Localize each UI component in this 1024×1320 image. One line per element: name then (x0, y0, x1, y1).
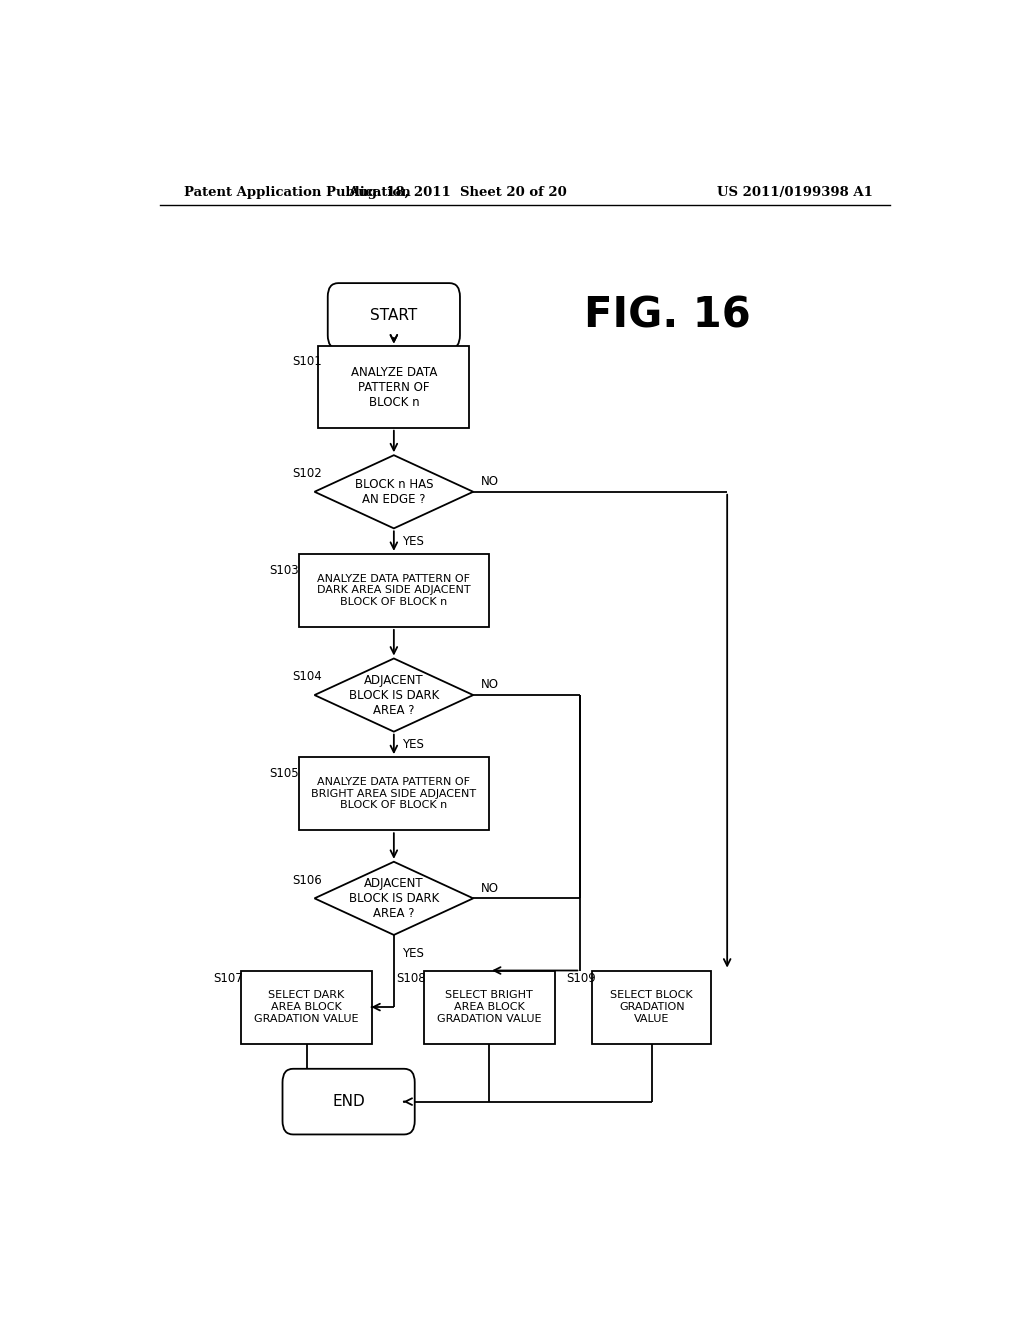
Text: S101: S101 (293, 355, 323, 368)
Bar (592, 970, 712, 1044)
Bar (318, 346, 469, 428)
Bar (299, 758, 489, 830)
Text: ADJACENT
BLOCK IS DARK
AREA ?: ADJACENT BLOCK IS DARK AREA ? (349, 876, 439, 920)
Text: YES: YES (401, 738, 424, 751)
Text: YES: YES (401, 535, 424, 548)
Text: SELECT BLOCK
GRADATION
VALUE: SELECT BLOCK GRADATION VALUE (610, 990, 693, 1024)
Text: S103: S103 (269, 564, 299, 577)
Text: S104: S104 (293, 671, 323, 684)
Text: END: END (332, 1094, 365, 1109)
Text: YES: YES (401, 946, 424, 960)
Text: FIG. 16: FIG. 16 (585, 294, 751, 337)
Text: BLOCK n HAS
AN EDGE ?: BLOCK n HAS AN EDGE ? (354, 478, 433, 506)
Text: S102: S102 (293, 467, 323, 480)
Text: S106: S106 (293, 874, 323, 887)
Text: ANALYZE DATA
PATTERN OF
BLOCK n: ANALYZE DATA PATTERN OF BLOCK n (350, 366, 437, 409)
Text: SELECT BRIGHT
AREA BLOCK
GRADATION VALUE: SELECT BRIGHT AREA BLOCK GRADATION VALUE (437, 990, 542, 1024)
Text: NO: NO (481, 475, 499, 488)
Text: S109: S109 (566, 972, 596, 985)
Text: Aug. 18, 2011  Sheet 20 of 20: Aug. 18, 2011 Sheet 20 of 20 (348, 186, 566, 199)
Text: NO: NO (481, 678, 499, 692)
Text: ADJACENT
BLOCK IS DARK
AREA ?: ADJACENT BLOCK IS DARK AREA ? (349, 673, 439, 717)
FancyBboxPatch shape (328, 282, 460, 348)
Text: ANALYZE DATA PATTERN OF
DARK AREA SIDE ADJACENT
BLOCK OF BLOCK n: ANALYZE DATA PATTERN OF DARK AREA SIDE A… (317, 574, 471, 607)
Text: S107: S107 (213, 972, 243, 985)
Text: NO: NO (481, 882, 499, 895)
Text: SELECT DARK
AREA BLOCK
GRADATION VALUE: SELECT DARK AREA BLOCK GRADATION VALUE (254, 990, 358, 1024)
Text: US 2011/0199398 A1: US 2011/0199398 A1 (717, 186, 872, 199)
Bar (241, 970, 372, 1044)
Text: S105: S105 (269, 767, 299, 780)
Polygon shape (314, 659, 473, 731)
Text: START: START (371, 309, 418, 323)
Polygon shape (314, 862, 473, 935)
Polygon shape (314, 455, 473, 528)
Bar (424, 970, 555, 1044)
FancyBboxPatch shape (283, 1069, 415, 1134)
Text: ANALYZE DATA PATTERN OF
BRIGHT AREA SIDE ADJACENT
BLOCK OF BLOCK n: ANALYZE DATA PATTERN OF BRIGHT AREA SIDE… (311, 777, 476, 810)
Text: S108: S108 (396, 972, 426, 985)
Bar (299, 554, 489, 627)
Text: Patent Application Publication: Patent Application Publication (183, 186, 411, 199)
